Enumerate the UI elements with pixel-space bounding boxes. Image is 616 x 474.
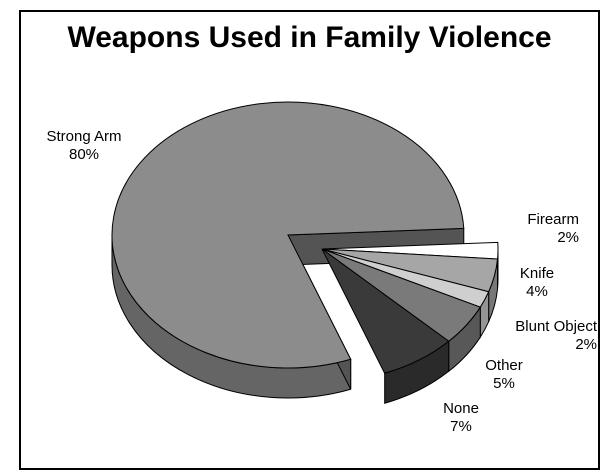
slice-strong-arm: [111, 101, 465, 369]
label-blunt-object: Blunt Object 2%: [493, 318, 597, 354]
slice-label-none: None: [443, 400, 479, 417]
slice-label-knife: Knife: [519, 265, 555, 282]
slice-value-firearm: 2%: [557, 229, 579, 246]
slice-label-blunt-object: Blunt Object: [515, 318, 597, 335]
slice-value-strong-arm: 80%: [68, 146, 100, 163]
slice-label-other: Other: [485, 357, 523, 374]
slice-label-firearm: Firearm: [527, 211, 579, 228]
label-none: None 7%: [431, 400, 491, 436]
slice-label-strong-arm: Strong Arm: [46, 128, 122, 145]
label-other: Other 5%: [474, 357, 534, 393]
chart-title: Weapons Used in Family Violence: [67, 21, 552, 54]
slice-none: [321, 248, 450, 374]
label-knife: Knife 4%: [507, 265, 567, 301]
slice-value-blunt-object: 2%: [575, 336, 597, 353]
slice-value-knife: 4%: [526, 283, 548, 300]
pie-top-layer: [111, 101, 499, 374]
label-strong-arm: Strong Arm 80%: [36, 128, 132, 164]
slice-value-other: 5%: [493, 375, 515, 392]
label-firearm: Firearm 2%: [509, 211, 579, 247]
slice-value-none: 7%: [450, 418, 472, 435]
